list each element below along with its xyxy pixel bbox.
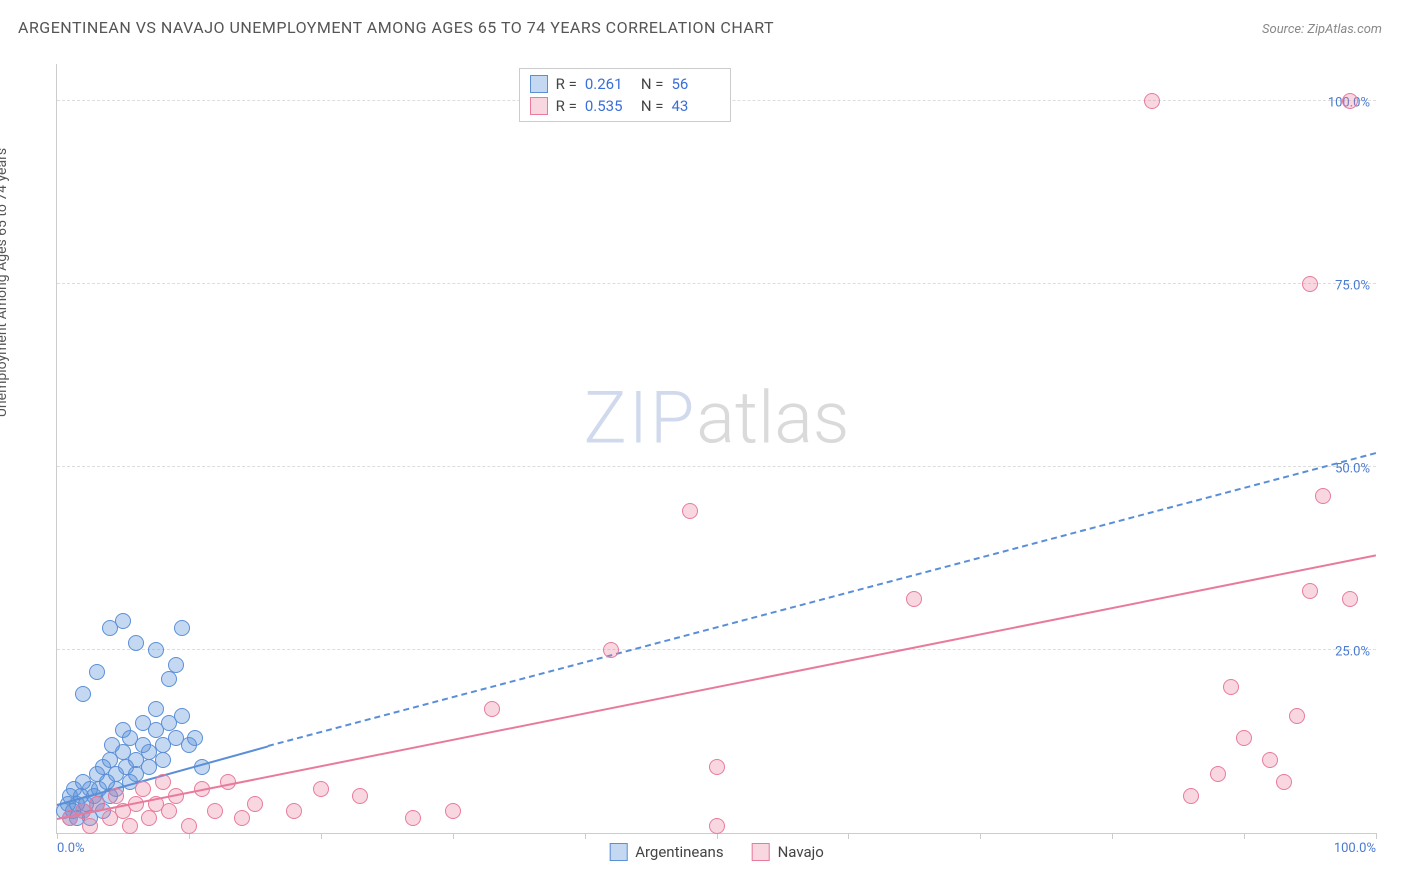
stat-r-value: 0.535 [585, 97, 633, 115]
data-point [709, 818, 725, 834]
legend-item: Argentineans [609, 843, 723, 861]
data-point [181, 818, 197, 834]
legend: Argentineans Navajo [609, 843, 824, 861]
watermark-zip: ZIP [584, 375, 697, 460]
x-tick-label: 100.0% [1334, 841, 1376, 856]
data-point [207, 803, 223, 819]
data-point [128, 635, 144, 651]
stat-key: N = [641, 75, 664, 93]
stats-row: R = 0.535 N = 43 [530, 95, 720, 117]
legend-swatch [752, 843, 770, 861]
stat-n-value: 43 [672, 97, 720, 115]
data-point [682, 503, 698, 519]
data-point [1302, 583, 1318, 599]
stat-key: R = [556, 97, 577, 115]
plot-area: ZIPatlas ArgentineansNavajo 25.0%50.0%75… [56, 64, 1376, 834]
x-tick [321, 833, 322, 839]
data-point [89, 664, 105, 680]
data-point [174, 620, 190, 636]
data-point [405, 810, 421, 826]
x-tick [848, 833, 849, 839]
stats-row: R = 0.261 N = 56 [530, 73, 720, 95]
source-label: Source: ZipAtlas.com [1262, 22, 1382, 37]
data-point [1262, 752, 1278, 768]
data-point [187, 730, 203, 746]
x-tick [585, 833, 586, 839]
data-point [234, 810, 250, 826]
legend-swatch [609, 843, 627, 861]
data-point [484, 701, 500, 717]
data-point [122, 818, 138, 834]
series-swatch [530, 97, 548, 115]
data-point [155, 774, 171, 790]
data-point [247, 796, 263, 812]
stat-key: R = [556, 75, 577, 93]
data-point [168, 657, 184, 673]
chart-title: ARGENTINEAN VS NAVAJO UNEMPLOYMENT AMONG… [18, 18, 774, 37]
gridline-h [57, 466, 1376, 467]
chart-container: Unemployment Among Ages 65 to 74 years Z… [18, 58, 1388, 868]
data-point [603, 642, 619, 658]
data-point [1276, 774, 1292, 790]
x-tick [1376, 833, 1377, 839]
data-point [1302, 276, 1318, 292]
x-tick [189, 833, 190, 839]
data-point [1315, 488, 1331, 504]
stat-n-value: 56 [672, 75, 720, 93]
data-point [148, 701, 164, 717]
data-point [1236, 730, 1252, 746]
data-point [1183, 788, 1199, 804]
watermark-atlas: atlas [696, 375, 849, 460]
x-tick [57, 833, 58, 839]
x-tick [453, 833, 454, 839]
data-point [1289, 708, 1305, 724]
x-tick [1244, 833, 1245, 839]
data-point [445, 803, 461, 819]
data-point [286, 803, 302, 819]
stat-r-value: 0.261 [585, 75, 633, 93]
x-tick [980, 833, 981, 839]
series-swatch [530, 75, 548, 93]
y-axis-label: Unemployment Among Ages 65 to 74 years [0, 148, 10, 417]
y-tick-label: 75.0% [1335, 278, 1370, 293]
trend-line [268, 452, 1376, 747]
data-point [75, 686, 91, 702]
data-point [155, 752, 171, 768]
data-point [1342, 591, 1358, 607]
stats-box: R = 0.261 N = 56 R = 0.535 N = 43 [519, 68, 731, 122]
x-tick [717, 833, 718, 839]
data-point [115, 613, 131, 629]
x-tick [1112, 833, 1113, 839]
watermark: ZIPatlas [584, 375, 850, 460]
data-point [352, 788, 368, 804]
data-point [108, 788, 124, 804]
data-point [135, 781, 151, 797]
data-point [148, 642, 164, 658]
data-point [1342, 93, 1358, 109]
legend-label: Argentineans [635, 843, 723, 861]
x-tick-label: 0.0% [57, 841, 85, 856]
data-point [709, 759, 725, 775]
trend-line [57, 555, 1376, 821]
data-point [1210, 766, 1226, 782]
y-tick-label: 25.0% [1335, 644, 1370, 659]
gridline-h [57, 649, 1376, 650]
data-point [82, 818, 98, 834]
data-point [1223, 679, 1239, 695]
stat-key: N = [641, 97, 664, 115]
data-point [906, 591, 922, 607]
legend-label: Navajo [778, 843, 824, 861]
data-point [161, 671, 177, 687]
data-point [141, 810, 157, 826]
data-point [1144, 93, 1160, 109]
legend-item: Navajo [752, 843, 824, 861]
data-point [174, 708, 190, 724]
data-point [161, 803, 177, 819]
gridline-h [57, 283, 1376, 284]
data-point [313, 781, 329, 797]
